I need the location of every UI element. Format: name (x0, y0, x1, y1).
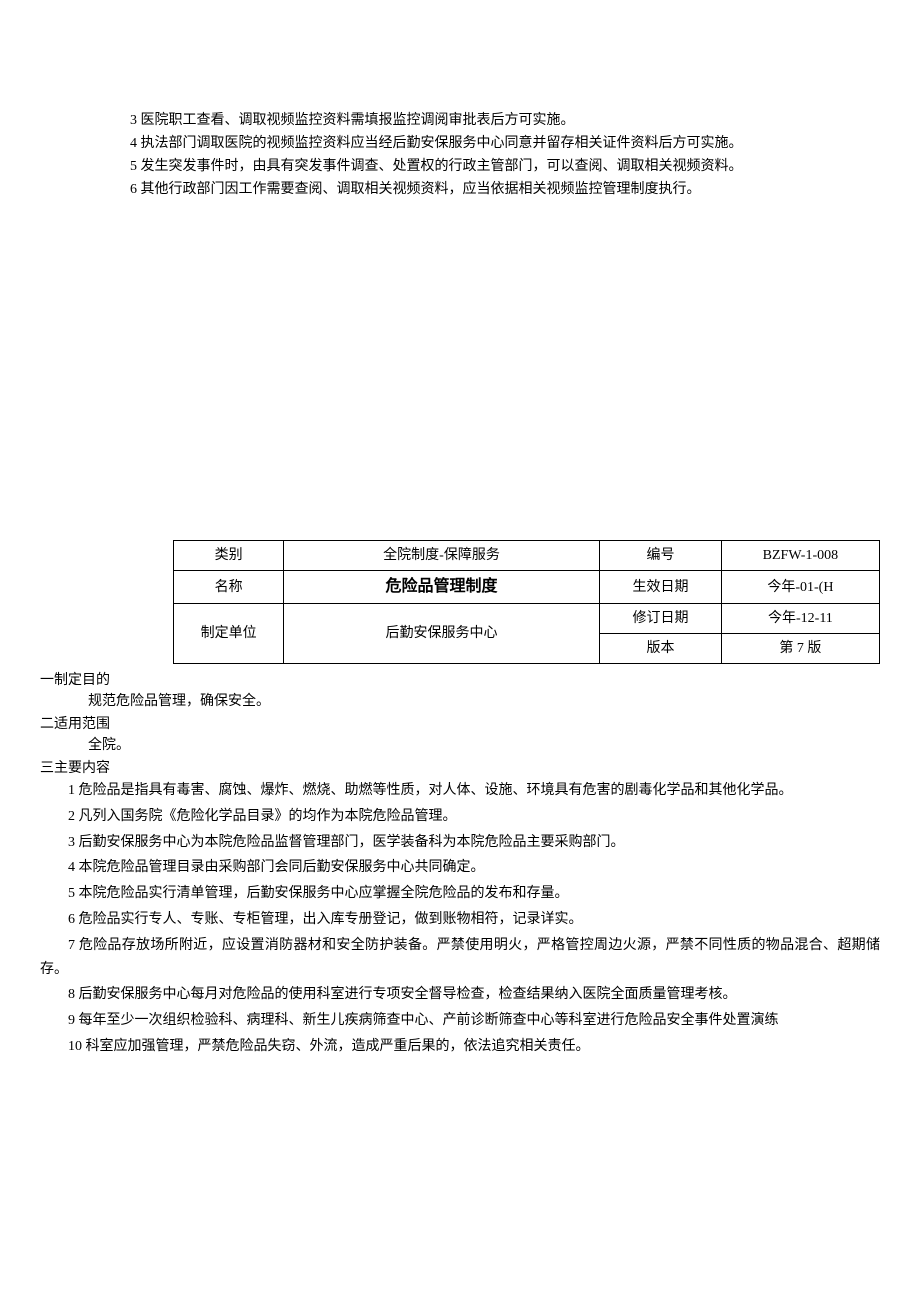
section-content: 三主要内容 1 危险品是指具有毒害、腐蚀、爆炸、燃烧、助燃等性质，对人体、设施、… (40, 758, 880, 1059)
label-effective-date: 生效日期 (600, 571, 722, 604)
top-item-3: 3 医院职工查看、调取视频监控资料需填报监控调阅审批表后方可实施。 (130, 110, 840, 131)
label-number: 编号 (600, 541, 722, 571)
content-item-6: 6 危险品实行专人、专账、专柜管理，出入库专册登记，做到账物相符，记录详实。 (40, 908, 880, 932)
top-continuation-list: 3 医院职工查看、调取视频监控资料需填报监控调阅审批表后方可实施。 4 执法部门… (40, 110, 880, 200)
top-item-6: 6 其他行政部门因工作需要查阅、调取相关视频资料，应当依据相关视频监控管理制度执… (130, 179, 840, 200)
document-page: 3 医院职工查看、调取视频监控资料需填报监控调阅审批表后方可实施。 4 执法部门… (0, 0, 920, 1101)
table-spacer (40, 541, 174, 664)
content-item-5: 5 本院危险品实行清单管理，后勤安保服务中心应掌握全院危险品的发布和存量。 (40, 882, 880, 906)
value-effective-date: 今年-01-(H (721, 571, 879, 604)
label-unit: 制定单位 (174, 604, 284, 664)
value-version: 第 7 版 (721, 634, 879, 664)
content-item-9: 9 每年至少一次组织检验科、病理科、新生儿疾病筛查中心、产前诊断筛查中心等科室进… (40, 1009, 880, 1033)
table-row: 类别 全院制度-保障服务 编号 BZFW-1-008 (40, 541, 880, 571)
label-revision-date: 修订日期 (600, 604, 722, 634)
content-item-2: 2 凡列入国务院《危险化学品目录》的均作为本院危险品管理。 (40, 805, 880, 829)
label-name: 名称 (174, 571, 284, 604)
content-item-4: 4 本院危险品管理目录由采购部门会同后勤安保服务中心共同确定。 (40, 856, 880, 880)
value-revision-date: 今年-12-11 (721, 604, 879, 634)
heading-purpose: 一制定目的 (40, 670, 880, 691)
value-category: 全院制度-保障服务 (283, 541, 599, 571)
content-item-1: 1 危险品是指具有毒害、腐蚀、爆炸、燃烧、助燃等性质，对人体、设施、环境具有危害… (40, 779, 880, 803)
value-unit: 后勤安保服务中心 (283, 604, 599, 664)
section-scope: 二适用范围 全院。 (40, 714, 880, 756)
purpose-body: 规范危险品管理，确保安全。 (88, 691, 880, 712)
section-purpose: 一制定目的 规范危险品管理，确保安全。 (40, 670, 880, 712)
content-item-8: 8 后勤安保服务中心每月对危险品的使用科室进行专项安全督导检查，检查结果纳入医院… (40, 983, 880, 1007)
heading-scope: 二适用范围 (40, 714, 880, 735)
scope-body: 全院。 (88, 735, 880, 756)
heading-content: 三主要内容 (40, 758, 880, 779)
content-item-10: 10 科室应加强管理，严禁危险品失窃、外流，造成严重后果的，依法追究相关责任。 (40, 1035, 880, 1059)
value-title: 危险品管理制度 (283, 571, 599, 604)
content-item-7: 7 危险品存放场所附近，应设置消防器材和安全防护装备。严禁使用明火，严格管控周边… (40, 934, 880, 982)
label-category: 类别 (174, 541, 284, 571)
value-number: BZFW-1-008 (721, 541, 879, 571)
top-item-5: 5 发生突发事件时，由具有突发事件调查、处置权的行政主管部门，可以查阅、调取相关… (130, 156, 840, 177)
label-version: 版本 (600, 634, 722, 664)
content-item-3: 3 后勤安保服务中心为本院危险品监督管理部门，医学装备科为本院危险品主要采购部门… (40, 831, 880, 855)
top-item-4: 4 执法部门调取医院的视频监控资料应当经后勤安保服务中心同意并留存相关证件资料后… (130, 133, 840, 154)
policy-info-table: 类别 全院制度-保障服务 编号 BZFW-1-008 名称 危险品管理制度 生效… (40, 540, 880, 664)
